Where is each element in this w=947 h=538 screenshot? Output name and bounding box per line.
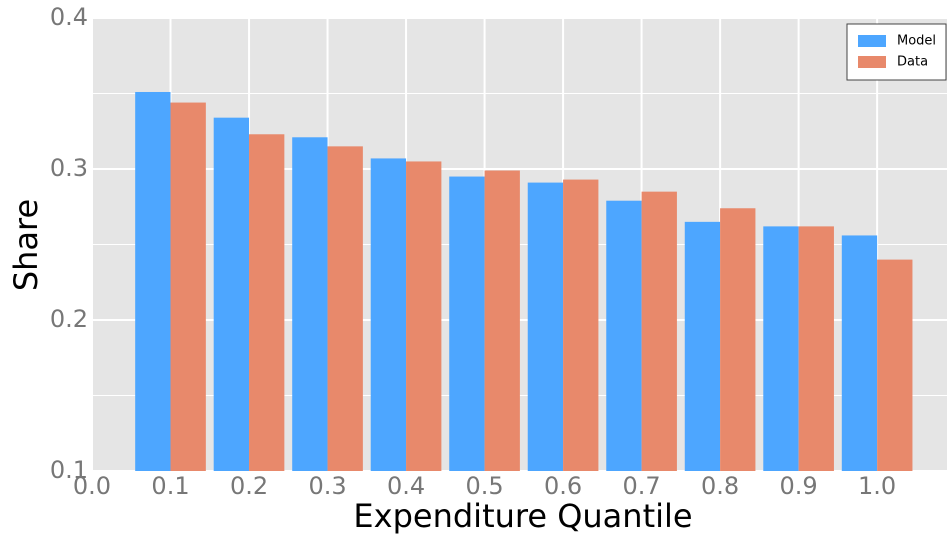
legend-swatch [858, 56, 886, 68]
x-tick-label: 0.7 [623, 472, 661, 500]
x-axis-label: Expenditure Quantile [353, 497, 692, 535]
y-axis-label: Share [7, 199, 45, 291]
bar [606, 200, 642, 471]
bar [135, 91, 171, 472]
x-tick-label: 0.2 [230, 472, 268, 500]
bar [720, 208, 756, 471]
bar [877, 259, 913, 471]
bar [841, 235, 878, 471]
bar [370, 158, 407, 471]
x-tick-label: 0.9 [780, 472, 818, 500]
bar [563, 179, 599, 471]
x-tick-label: 0.4 [387, 472, 425, 500]
bar [798, 226, 834, 471]
bar [484, 170, 520, 471]
bar [213, 117, 250, 471]
bar [763, 226, 799, 471]
x-tick-label: 0.6 [544, 472, 582, 500]
legend-swatch [858, 35, 886, 47]
x-tick-label: 0.3 [308, 472, 346, 500]
legend-label: Data [897, 55, 928, 70]
bar [249, 134, 285, 471]
x-tick-label: 0.8 [701, 472, 739, 500]
bar [449, 176, 485, 472]
x-tick-label: 0.5 [465, 472, 503, 500]
y-tick-label: 0.4 [50, 3, 88, 31]
bar [684, 221, 721, 471]
x-tick-label: 0.1 [151, 472, 189, 500]
bar [406, 161, 442, 471]
y-tick-label: 0.3 [50, 154, 88, 182]
legend-label: Model [897, 34, 936, 49]
bar [527, 182, 564, 471]
x-tick-label: 1.0 [858, 472, 896, 500]
x-tick-label: 0.0 [73, 472, 111, 500]
bar [292, 137, 328, 472]
bar [641, 191, 677, 471]
bar [170, 102, 206, 471]
bar [327, 146, 363, 471]
legend: Model Data [846, 23, 947, 81]
y-tick-label: 0.1 [50, 456, 88, 484]
legend-box [846, 23, 947, 81]
y-tick-label: 0.2 [50, 305, 88, 333]
